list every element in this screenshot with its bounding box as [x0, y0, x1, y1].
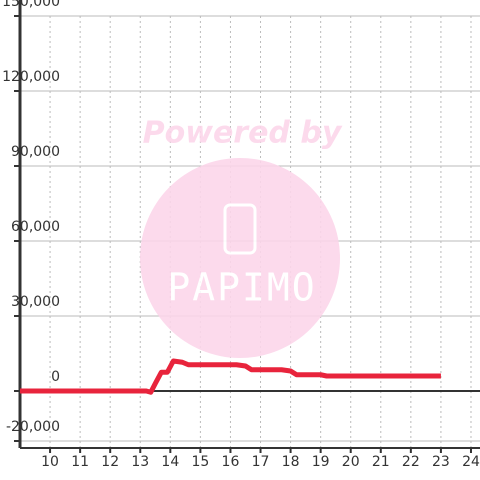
watermark: Powered by PAPIMO	[140, 116, 343, 358]
x-tick-label: 17	[252, 454, 270, 470]
x-tick-label: 21	[372, 454, 390, 470]
x-tick-label: 16	[222, 454, 240, 470]
x-tick-label: 24	[462, 454, 480, 470]
x-tick-label: 19	[312, 454, 330, 470]
watermark-circle	[140, 158, 340, 358]
x-tick-label: 15	[191, 454, 209, 470]
y-tick-label: 0	[51, 369, 60, 385]
x-tick-label: 12	[101, 454, 119, 470]
y-tick-label: 30,000	[11, 294, 60, 310]
y-tick-label: 150,000	[2, 0, 60, 10]
watermark-logo: PAPIMO	[167, 266, 316, 310]
x-tick-label: 23	[432, 454, 450, 470]
y-tick-label: 120,000	[2, 69, 60, 85]
x-tick-label: 20	[342, 454, 360, 470]
y-tick-label: -20,000	[6, 419, 60, 435]
data-line	[20, 358, 441, 395]
x-tick-label: 11	[71, 454, 89, 470]
plot: -20,000 0 30,000 60,000 90,000 120,000 150,000…	[2, 0, 480, 470]
x-tick-label: 22	[402, 454, 420, 470]
y-tick-label: 60,000	[11, 219, 60, 235]
x-tick-label: 10	[41, 454, 59, 470]
x-tick-label: 13	[131, 454, 149, 470]
watermark-text: Powered by	[143, 116, 343, 151]
y-tick-label: 90,000	[11, 144, 60, 160]
x-tick-label: 14	[161, 454, 179, 470]
x-tick-label: 18	[282, 454, 300, 470]
watermark-phone	[223, 203, 257, 255]
